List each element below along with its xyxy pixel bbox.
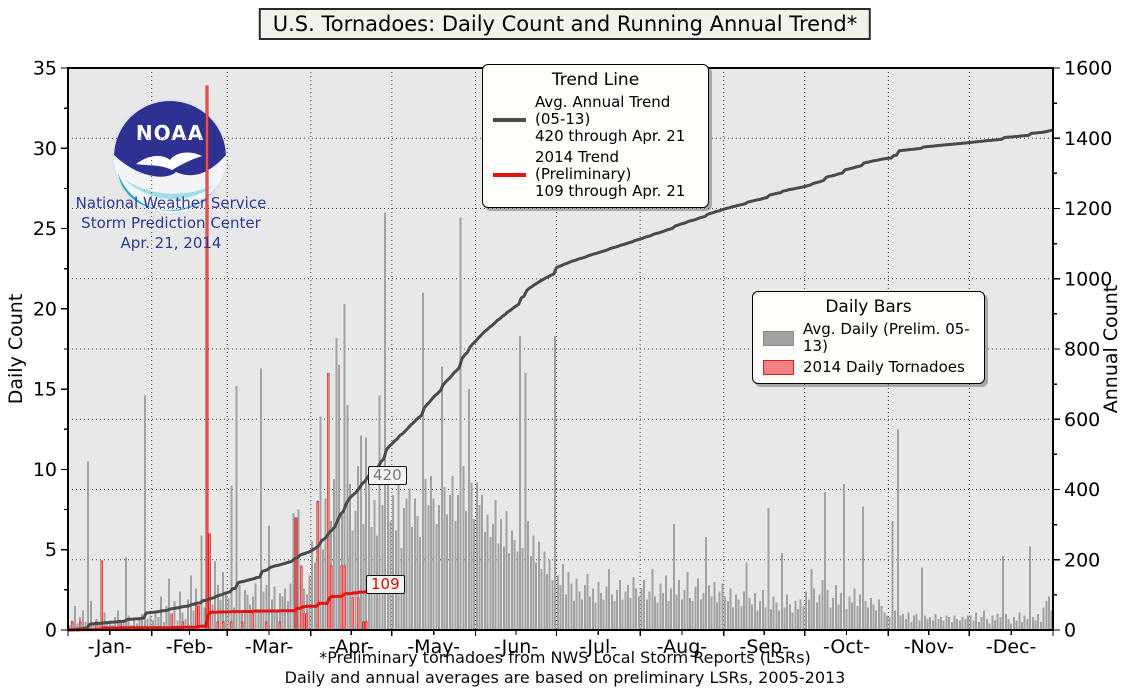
noaa-logo-text: NOAA [136, 121, 204, 145]
svg-text:1000: 1000 [1064, 268, 1112, 290]
footnotes: *Preliminary tornadoes from NWS Local St… [0, 648, 1130, 688]
axis-ticks [61, 67, 1060, 636]
avg-trend-label-line1: Avg. Annual Trend (05-13) [535, 93, 671, 128]
nws-attribution: National Weather Service Storm Predictio… [62, 193, 280, 253]
footnote-line-1: *Preliminary tornadoes from NWS Local St… [319, 648, 811, 667]
avg-trend-label-line2: 420 through Apr. 21 [535, 127, 686, 145]
svg-text:200: 200 [1064, 549, 1100, 571]
avg-annual-trend-line [68, 128, 1054, 632]
trend-2014-label-line1: 2014 Trend (Preliminary) [535, 148, 632, 183]
avg-daily-label: Avg. Daily (Prelim. 05-13) [803, 320, 970, 355]
svg-text:0: 0 [45, 620, 57, 642]
trend-2014-line [68, 590, 368, 632]
attribution-line-3: Apr. 21, 2014 [120, 234, 222, 252]
noaa-logo-gull [136, 152, 202, 170]
legend-item-2014-daily: 2014 Daily Tornadoes [763, 359, 974, 376]
svg-text:-Aug-: -Aug- [657, 636, 707, 658]
svg-text:20: 20 [33, 298, 57, 320]
trend-line-legend: Trend Line Avg. Annual Trend (05-13) 420… [482, 64, 709, 208]
svg-text:-Dec-: -Dec- [986, 636, 1036, 658]
legend-item-avg-annual-trend: Avg. Annual Trend (05-13) 420 through Ap… [493, 94, 698, 145]
svg-text:1400: 1400 [1064, 128, 1112, 150]
svg-text:-Jun-: -Jun- [494, 636, 538, 658]
svg-text:-May-: -May- [407, 636, 460, 658]
svg-text:-Jul-: -Jul- [579, 636, 617, 658]
svg-text:-Feb-: -Feb- [166, 636, 213, 658]
noaa-logo-wave-highlight [124, 179, 215, 199]
daily-2014-bars [70, 85, 368, 631]
axis-tick-labels: 0 5 10 15 20 25 30 35 0 200 400 600 800 1000 1200 1400 1… [33, 58, 1113, 659]
svg-text:-Sep-: -Sep- [739, 636, 789, 658]
svg-text:5: 5 [45, 539, 57, 561]
avg-trend-value-annotation: 420 [368, 466, 407, 485]
legend-item-2014-trend: 2014 Trend (Preliminary) 109 through Apr… [493, 149, 698, 200]
avg-daily-bar-swatch [763, 330, 794, 346]
trend-2014-value-annotation: 109 [366, 575, 405, 594]
svg-text:800: 800 [1064, 339, 1100, 361]
footnote-line-2: Daily and annual averages are based on p… [284, 668, 846, 687]
avg-trend-line-swatch [493, 117, 526, 122]
svg-text:400: 400 [1064, 479, 1100, 501]
svg-text:-Mar-: -Mar- [245, 636, 293, 658]
svg-text:10: 10 [33, 459, 57, 481]
legend-item-avg-daily: Avg. Daily (Prelim. 05-13) [763, 321, 974, 355]
trend-2014-label-line2: 109 through Apr. 21 [535, 182, 686, 200]
bars-legend-title: Daily Bars [825, 297, 912, 317]
svg-text:25: 25 [33, 218, 57, 240]
svg-text:1600: 1600 [1064, 58, 1112, 80]
svg-text:0: 0 [1064, 620, 1076, 642]
trend-legend-title: Trend Line [551, 70, 640, 90]
right-axis-title: Annual Count [1100, 285, 1122, 414]
svg-text:-Nov-: -Nov- [904, 636, 954, 658]
left-axis-title: Daily Count [5, 294, 27, 405]
attribution-line-1: National Weather Service [75, 194, 267, 212]
svg-text:600: 600 [1064, 409, 1100, 431]
svg-text:30: 30 [33, 138, 57, 160]
svg-text:15: 15 [33, 379, 57, 401]
svg-text:-Oct-: -Oct- [823, 636, 870, 658]
avg-daily-bars [68, 212, 1053, 630]
daily-bars-legend: Daily Bars Avg. Daily (Prelim. 05-13) 20… [752, 291, 985, 384]
trend-2014-line-swatch [493, 172, 526, 177]
daily-2014-label: 2014 Daily Tornadoes [803, 358, 965, 376]
attribution-line-2: Storm Prediction Center [81, 214, 261, 232]
daily-2014-bar-swatch [763, 360, 794, 375]
svg-text:-Apr-: -Apr- [329, 636, 374, 658]
noaa-logo: NOAA [112, 99, 228, 215]
svg-text:35: 35 [33, 58, 57, 80]
svg-text:-Jan-: -Jan- [88, 636, 132, 658]
plot-layers: 0 5 10 15 20 25 30 35 0 200 400 600 800 1000 1200 1400 1… [33, 58, 1113, 659]
svg-text:1200: 1200 [1064, 198, 1112, 220]
chart-title: U.S. Tornadoes: Daily Count and Running … [258, 8, 872, 40]
